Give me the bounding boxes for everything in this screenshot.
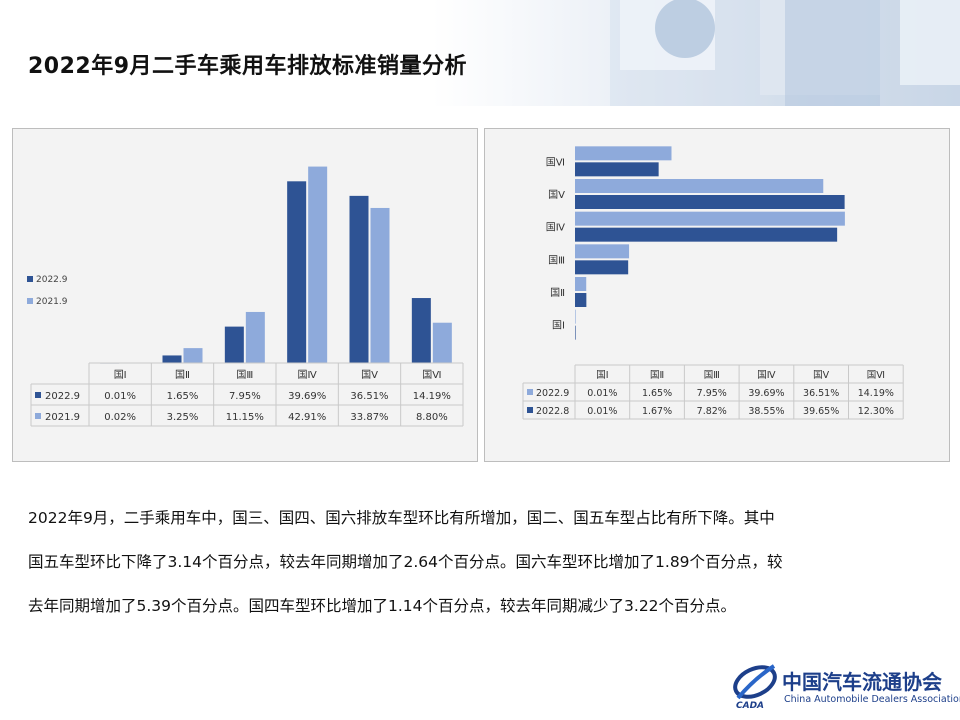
description: 2022年9月，二手乘用车中，国三、国四、国六排放车型环比有所增加，国二、国五车… <box>28 496 938 628</box>
bar-1-2 <box>575 260 629 275</box>
table-header-cell: 国Ⅵ <box>867 370 885 381</box>
table-cell: 12.30% <box>858 406 894 417</box>
table-legend-key <box>527 407 533 413</box>
horizontal-bar-chart: 国Ⅰ 国Ⅱ 国Ⅲ 国Ⅳ 国Ⅴ 国Ⅵ 国Ⅰ 国Ⅱ 国Ⅲ 国Ⅳ 国Ⅴ 国Ⅵ 2022.9 0.01% 1.65%… <box>522 146 904 420</box>
cada-logo: CADA 中国汽车流通协会 China Automobile Dealers A… <box>730 660 960 711</box>
y-tick-label: 国Ⅲ <box>548 254 565 266</box>
table-header-cell: 国Ⅲ <box>236 369 253 381</box>
logo-name-en: China Automobile Dealers Association <box>784 694 960 705</box>
bar-0-4 <box>349 195 369 363</box>
legend-swatch <box>27 298 33 304</box>
table-header-cell: 国Ⅰ <box>596 370 608 381</box>
bar-0-1 <box>575 277 587 291</box>
bar-1-3 <box>308 166 328 363</box>
table-row-label: 2022.9 <box>45 391 80 402</box>
bar-0-2 <box>224 326 244 363</box>
bar-1-1 <box>575 293 587 307</box>
page-title: 2022年9月二手车乘用车排放标准销量分析 <box>28 54 468 79</box>
bar-0-1 <box>162 355 182 363</box>
bar-1-0 <box>575 325 576 340</box>
table-cell: 7.82% <box>697 406 727 417</box>
table-header-cell: 国Ⅴ <box>361 369 378 381</box>
table-header-cell: 国Ⅱ <box>650 370 664 381</box>
table-cell: 1.67% <box>642 406 672 417</box>
y-tick-label: 国Ⅵ <box>546 156 565 168</box>
description-line: 2022年9月，二手乘用车中，国三、国四、国六排放车型环比有所增加，国二、国五车… <box>28 509 775 527</box>
table-legend-key <box>35 413 41 419</box>
table-row-label: 2022.9 <box>536 388 569 399</box>
table-cell: 33.87% <box>350 412 388 423</box>
legend-label: 2021.9 <box>36 297 68 307</box>
header-decoration <box>610 0 960 106</box>
table-cell: 14.19% <box>413 391 451 402</box>
legend-label: 2022.9 <box>36 275 68 285</box>
table-cell: 14.19% <box>858 388 894 399</box>
description-line: 去年同期增加了5.39个百分点。国四车型环比增加了1.14个百分点，较去年同期减… <box>28 597 737 615</box>
logo-name-cn: 中国汽车流通协会 <box>782 670 942 694</box>
bar-0-3 <box>575 211 845 226</box>
table-cell: 8.80% <box>416 412 448 423</box>
y-tick-label: 国Ⅰ <box>552 320 565 332</box>
table-header-cell: 国Ⅵ <box>422 369 441 381</box>
table-row-label: 2022.8 <box>536 406 569 417</box>
table-cell: 0.01% <box>104 391 136 402</box>
bar-0-4 <box>575 179 824 193</box>
table-cell: 36.51% <box>350 391 388 402</box>
table-cell: 42.91% <box>288 412 326 423</box>
table-header-cell: 国Ⅳ <box>298 369 318 381</box>
table-cell: 1.65% <box>167 391 199 402</box>
vertical-bar-chart: 2022.9 2021.9 国Ⅰ 国Ⅱ 国Ⅲ 国Ⅳ 国Ⅴ 国Ⅵ 2022.9 0.01% 1.65%… <box>27 166 464 427</box>
chart-panel-vertical: 2022.9 2021.9 国Ⅰ 国Ⅱ 国Ⅲ 国Ⅳ 国Ⅴ 国Ⅵ 2022.9 0.01% 1.65%… <box>12 128 478 462</box>
table-cell: 0.01% <box>587 388 617 399</box>
header-banner: 2022年9月二手车乘用车排放标准销量分析 <box>0 0 960 106</box>
chart-panel-horizontal: 国Ⅰ 国Ⅱ 国Ⅲ 国Ⅳ 国Ⅴ 国Ⅵ 国Ⅰ 国Ⅱ 国Ⅲ 国Ⅳ 国Ⅴ 国Ⅵ 2022.9 0.01% 1.65%… <box>484 128 950 462</box>
table-cell: 0.02% <box>104 412 136 423</box>
table-cell: 7.95% <box>697 388 727 399</box>
table-row-label: 2021.9 <box>45 412 80 423</box>
table-cell: 1.65% <box>642 388 672 399</box>
table-legend-key <box>527 389 533 395</box>
cada-logo-icon: CADA <box>733 664 777 711</box>
table-legend-key <box>35 392 41 398</box>
table-cell: 39.69% <box>748 388 784 399</box>
table-cell: 0.01% <box>587 406 617 417</box>
table-header-cell: 国Ⅴ <box>813 370 830 381</box>
bar-1-4 <box>575 195 845 209</box>
table-header-cell: 国Ⅰ <box>114 369 127 381</box>
bar-0-0 <box>575 309 576 324</box>
table-cell: 36.51% <box>803 388 839 399</box>
table-cell: 3.25% <box>167 412 199 423</box>
bar-1-5 <box>575 162 659 177</box>
bar-1-3 <box>575 227 838 242</box>
table-header-cell: 国Ⅲ <box>704 370 720 381</box>
bar-1-2 <box>245 311 265 363</box>
legend-swatch <box>27 276 33 282</box>
bar-1-5 <box>432 322 452 363</box>
table-cell: 38.55% <box>748 406 784 417</box>
table-cell: 7.95% <box>229 391 261 402</box>
table-cell: 11.15% <box>226 412 264 423</box>
table-header-cell: 国Ⅳ <box>757 370 776 381</box>
bar-0-5 <box>411 298 431 363</box>
bar-0-2 <box>575 244 630 259</box>
cada-logo-mark: CADA <box>736 701 764 710</box>
bar-1-4 <box>370 207 390 363</box>
table-cell: 39.69% <box>288 391 326 402</box>
description-line: 国五车型环比下降了3.14个百分点，较去年同期增加了2.64个百分点。国六车型环… <box>28 553 783 571</box>
table-cell: 39.65% <box>803 406 839 417</box>
bar-0-5 <box>575 146 672 161</box>
bar-1-1 <box>183 348 203 363</box>
y-tick-label: 国Ⅳ <box>546 222 566 234</box>
bar-0-3 <box>287 181 307 363</box>
table-header-cell: 国Ⅱ <box>175 369 190 381</box>
y-tick-label: 国Ⅴ <box>548 189 565 201</box>
y-tick-label: 国Ⅱ <box>550 287 565 299</box>
